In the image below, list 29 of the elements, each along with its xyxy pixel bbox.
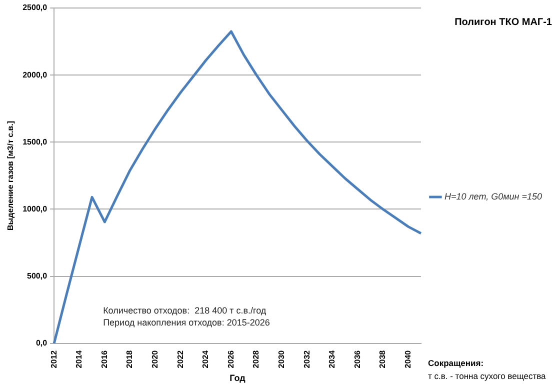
x-tick-label: 2040 bbox=[404, 350, 412, 368]
y-tick-label: 2000,0 bbox=[22, 70, 48, 80]
y-tick-label: 1000,0 bbox=[22, 204, 48, 214]
legend-label: H=10 лет, G0мин =150 bbox=[444, 192, 542, 202]
x-axis-title: Год bbox=[230, 373, 246, 384]
annotation: Период накопления отходов: 2015-2026 bbox=[103, 317, 270, 328]
y-tick-label: 500,0 bbox=[27, 272, 48, 281]
x-tick-label: 2038 bbox=[378, 350, 388, 368]
text: Полигон ТКО МАГ-1 bbox=[454, 17, 552, 28]
x-tick-label: 2034 bbox=[328, 350, 337, 368]
y-axis-title: Выделение газов [м3/т с.в.] bbox=[6, 120, 16, 230]
x-tick-label: 2012 bbox=[49, 350, 58, 368]
x-tick-label: 2030 bbox=[276, 350, 286, 368]
x-tick-label: 2026 bbox=[226, 350, 236, 368]
x-tick-label: 2018 bbox=[125, 350, 134, 368]
annotation: Количество отходов: 218 400 т с.в./год bbox=[103, 305, 267, 316]
y-tick-label: 1500,0 bbox=[22, 137, 48, 146]
x-tick-label: 2020 bbox=[150, 350, 160, 368]
x-tick-label: 2024 bbox=[201, 350, 210, 368]
x-tick-label: 2014 bbox=[74, 350, 84, 368]
x-tick-label: 2022 bbox=[176, 350, 185, 368]
y-tick-label: 2500,0 bbox=[22, 3, 48, 12]
text: Сокращения: bbox=[428, 358, 484, 368]
x-tick-label: 2028 bbox=[252, 350, 261, 368]
text: т с.в. - тонна сухого вещества bbox=[428, 371, 546, 381]
x-tick-label: 2016 bbox=[100, 350, 109, 368]
x-tick-label: 2032 bbox=[302, 350, 312, 368]
y-tick-label: 0,0 bbox=[36, 338, 48, 348]
x-tick-label: 2036 bbox=[352, 350, 362, 368]
